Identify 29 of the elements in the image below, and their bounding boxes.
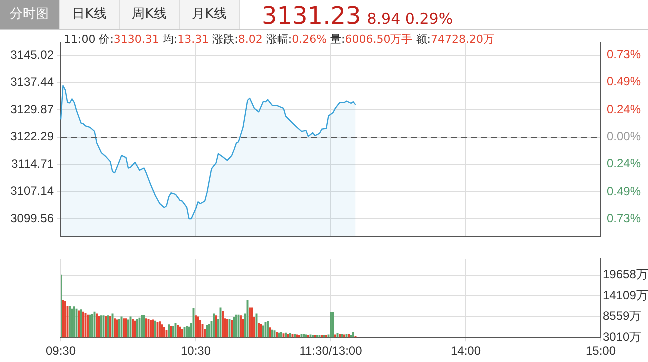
y2-tick-label: 0.49% xyxy=(607,74,642,89)
x-tick-label: 10:30 xyxy=(180,344,212,358)
text: 日K线 xyxy=(60,0,120,29)
y-tick-label: 3145.02 xyxy=(10,48,54,62)
y-tick-label: 3114.71 xyxy=(12,156,54,171)
text: 分时图 xyxy=(0,0,60,29)
y2-tick-label: 14109万 xyxy=(603,288,648,302)
y2-tick-label: 0.24% xyxy=(607,156,642,171)
chart-title: 3131.23 8.94 0.29% xyxy=(262,2,454,30)
y-tick-label: 3122.29 xyxy=(10,130,54,144)
y2-tick-label: 0.73% xyxy=(607,48,642,62)
text: 月K线 xyxy=(180,0,240,29)
y2-tick-label: 0.24% xyxy=(607,102,642,117)
text: 周K线 xyxy=(120,0,180,29)
y2-tick-label: 19658万 xyxy=(603,268,648,282)
y-tick-label: 3099.56 xyxy=(10,211,54,226)
x-tick-label: 09:30 xyxy=(46,344,76,358)
text: 11:00 价:3130.31 均:13.31 涨跌:8.02 涨幅:0.26% 量:6006.50万手 额:74728.20万 xyxy=(64,33,494,46)
x-tick-label: 11:30/13:00 xyxy=(300,344,363,358)
y2-tick-label: 0.73% xyxy=(607,212,642,226)
x-tick-label: 14:00 xyxy=(450,344,482,358)
y2-tick-label: 0.00% xyxy=(607,130,642,144)
y-tick-label: 3137.44 xyxy=(10,75,54,90)
x-tick-label: 15:00 xyxy=(586,344,616,358)
y2-tick-label: 3010万 xyxy=(603,330,642,344)
y-tick-label: 3107.14 xyxy=(10,184,54,198)
y2-tick-label: 8559万 xyxy=(603,309,642,324)
y-tick-label: 3129.87 xyxy=(10,102,54,116)
y2-tick-label: 0.49% xyxy=(607,184,642,199)
